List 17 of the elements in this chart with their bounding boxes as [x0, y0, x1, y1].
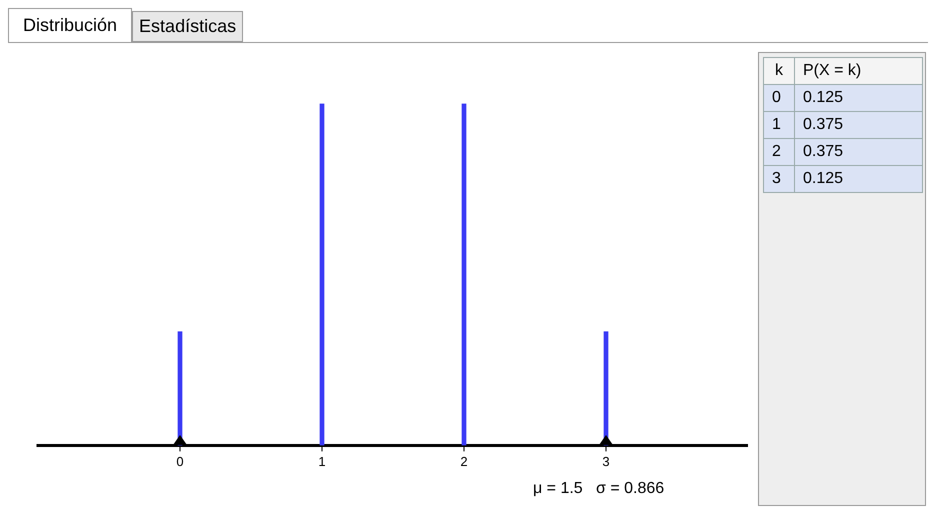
data-label: 0.125 [794, 84, 922, 112]
data-label: 0.375 [794, 112, 922, 138]
y-tick-label: 2 [764, 138, 794, 166]
data-label: 0.125 [794, 166, 922, 192]
x-tick-label: 2 [460, 454, 468, 469]
y-tick-label: 1 [764, 112, 794, 138]
text: μ = 1.5 σ = 0.866 [533, 480, 664, 498]
text: Estadísticas [132, 11, 244, 42]
y-axis-title: k [764, 58, 794, 84]
y-tick-label: 3 [764, 166, 794, 192]
data-label: 0.375 [794, 138, 922, 166]
y-tick-label: 0 [764, 84, 794, 112]
x-tick-label: 0 [176, 454, 184, 469]
x-tick-label: P(X = k) [794, 58, 922, 84]
text: Distribución [8, 8, 132, 42]
x-tick-label: 1 [318, 454, 326, 469]
x-tick-label: 3 [602, 454, 610, 469]
